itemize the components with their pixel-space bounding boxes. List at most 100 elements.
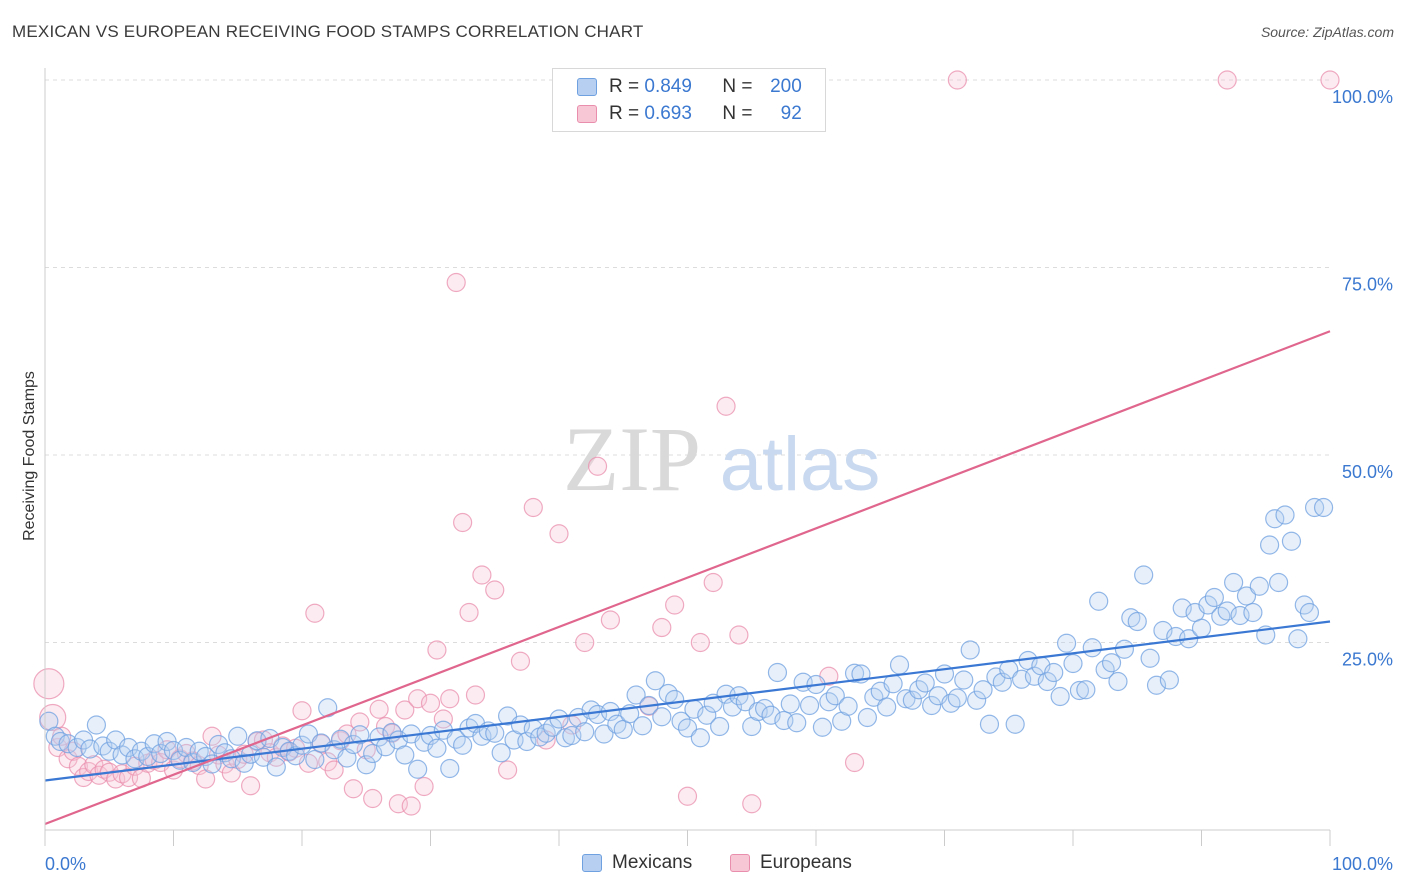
data-point	[780, 694, 800, 714]
data-point	[1243, 602, 1263, 623]
data-point	[677, 786, 698, 806]
data-point	[1101, 653, 1122, 673]
data-point	[292, 701, 312, 721]
data-point	[838, 696, 858, 716]
data-point	[697, 705, 717, 725]
data-point	[408, 759, 428, 779]
data-point	[228, 726, 248, 746]
data-point	[857, 707, 878, 728]
data-point	[1299, 602, 1320, 623]
data-point	[947, 70, 967, 90]
stats-row-mexicans: R = 0.849 N = 200	[553, 74, 802, 100]
data-point	[1063, 653, 1083, 674]
y-tick-label: 25.0%	[1342, 650, 1393, 670]
legend-item-mexicans[interactable]: Mexicans	[582, 852, 692, 874]
data-point	[1320, 70, 1340, 90]
data-point	[1140, 648, 1160, 668]
data-point	[915, 673, 935, 693]
data-point	[1044, 662, 1064, 683]
source-label: Source: ZipAtlas.com	[1260, 24, 1394, 40]
data-point	[485, 723, 505, 743]
data-point	[767, 662, 788, 683]
data-point	[1069, 680, 1090, 701]
axes	[44, 68, 1331, 846]
data-point	[979, 714, 1000, 734]
data-point	[363, 788, 383, 809]
data-point	[1268, 572, 1289, 593]
r-label: R =	[609, 76, 640, 97]
stats-row-europeans: R = 0.693 N = 92	[553, 101, 802, 127]
data-point	[587, 456, 608, 476]
data-point	[491, 743, 511, 763]
mexicans-points	[39, 497, 1334, 779]
grid	[45, 79, 1330, 643]
data-point	[1211, 606, 1231, 626]
x-tick-label: 0.0%	[45, 854, 86, 874]
data-point	[446, 272, 466, 293]
r-value: 0.693	[644, 103, 692, 124]
data-point	[498, 760, 518, 780]
data-point	[600, 610, 621, 630]
data-point	[1127, 611, 1147, 632]
data-point	[523, 497, 543, 518]
data-point	[453, 512, 473, 533]
data-point	[902, 690, 922, 710]
data-point	[1249, 576, 1269, 596]
data-point	[1134, 565, 1154, 585]
data-point	[343, 779, 363, 799]
data-point	[510, 651, 531, 671]
data-point	[440, 689, 460, 709]
data-point	[652, 707, 672, 727]
data-point	[889, 655, 910, 675]
data-point	[1056, 633, 1077, 653]
data-point	[266, 757, 286, 777]
europeans-legend-swatch	[730, 854, 750, 872]
data-point	[1024, 666, 1045, 686]
data-point	[632, 716, 653, 736]
data-point	[922, 695, 942, 716]
data-point	[1050, 686, 1070, 707]
data-point	[118, 737, 139, 758]
data-point	[1275, 505, 1295, 525]
europeans-swatch	[577, 105, 597, 123]
data-point	[395, 700, 415, 720]
data-point	[703, 572, 723, 593]
data-point	[665, 689, 685, 710]
y-tick-label: 100.0%	[1332, 87, 1393, 107]
data-point	[408, 689, 428, 709]
data-point	[305, 603, 325, 623]
data-point	[350, 725, 370, 745]
y-tick-label: 75.0%	[1342, 275, 1393, 295]
data-point	[677, 718, 698, 738]
data-point	[575, 632, 595, 653]
data-point	[1217, 70, 1237, 90]
data-point	[799, 695, 820, 716]
r-label: R =	[609, 103, 640, 124]
data-point	[1082, 638, 1102, 658]
data-point	[440, 758, 460, 779]
data-point	[941, 693, 961, 713]
data-point	[877, 697, 897, 717]
data-point	[465, 685, 486, 705]
legend-label-mexicans: Mexicans	[612, 852, 693, 873]
mexicans-legend-swatch	[582, 854, 602, 872]
data-point	[710, 716, 730, 737]
data-point	[1288, 629, 1308, 649]
data-point	[716, 396, 736, 416]
data-point	[1191, 618, 1212, 638]
data-point	[549, 524, 569, 544]
data-point	[401, 796, 421, 816]
data-point	[722, 697, 743, 717]
data-point	[1224, 572, 1244, 593]
data-point	[305, 749, 325, 770]
data-point	[665, 595, 685, 615]
data-point	[947, 688, 967, 708]
data-point	[414, 776, 434, 797]
data-point	[787, 713, 807, 733]
stats-legend-box: R = 0.849 N = 200 R = 0.693 N = 92	[552, 68, 826, 132]
data-point	[189, 741, 209, 761]
data-point	[50, 731, 71, 752]
legend-item-europeans[interactable]: Europeans	[730, 852, 852, 874]
data-point	[729, 625, 749, 645]
data-point	[575, 722, 595, 742]
